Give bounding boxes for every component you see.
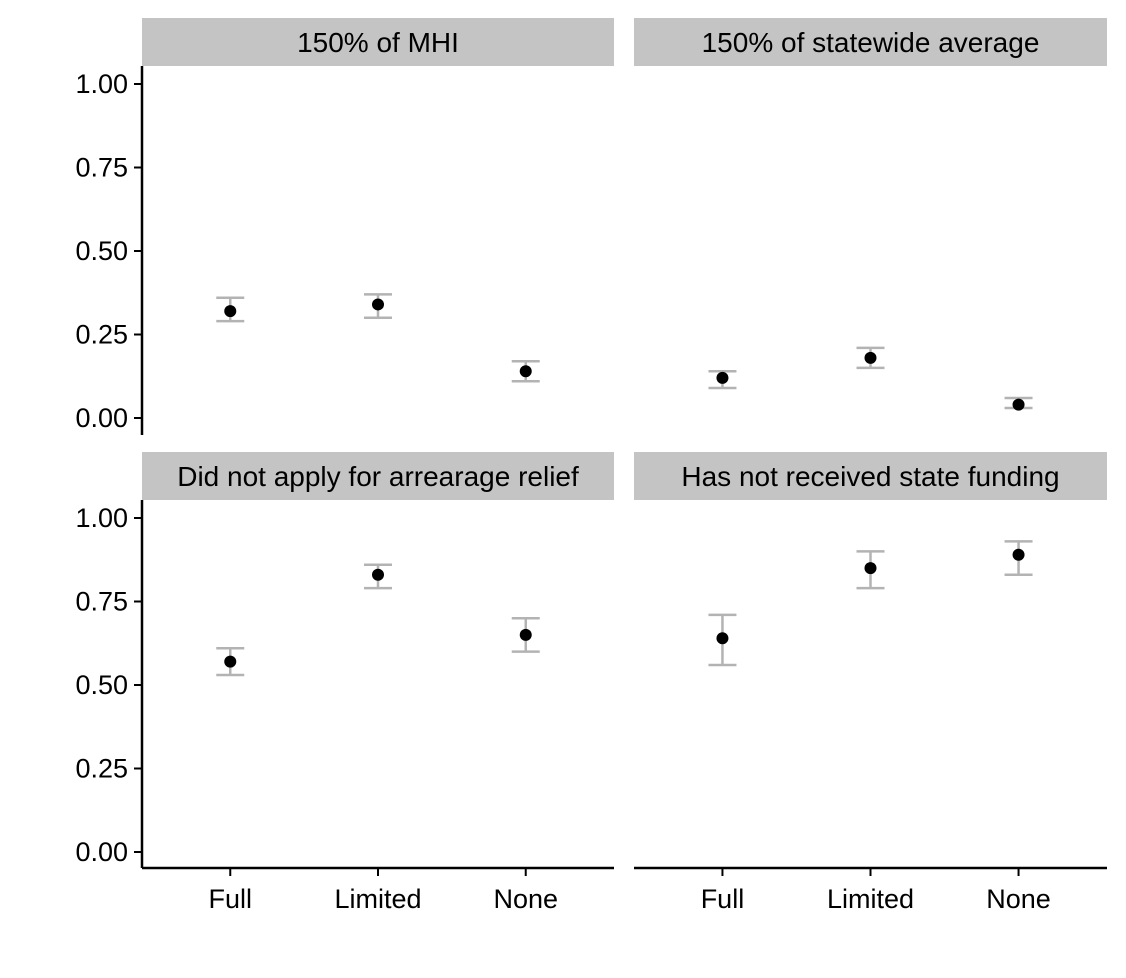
panel-strip xyxy=(634,452,1107,500)
x-tick-label: Limited xyxy=(827,884,914,914)
panel-2: 150% of statewide average xyxy=(634,18,1107,411)
data-point xyxy=(1012,548,1025,561)
x-tick-label: None xyxy=(986,884,1051,914)
panel-3: Did not apply for arrearage relief 0.00 0.… xyxy=(75,452,614,914)
data-point xyxy=(716,632,729,645)
panel-4: Has not received state funding Full Limite… xyxy=(634,452,1107,914)
y-tick-label: 0.25 xyxy=(75,754,128,784)
data-point xyxy=(372,298,384,311)
panel-strip xyxy=(142,18,614,66)
data-point xyxy=(372,568,384,581)
y-tick-label: 0.50 xyxy=(75,670,128,700)
x-tick-label: None xyxy=(493,884,558,914)
data-point xyxy=(716,371,729,384)
y-tick-label: 0.75 xyxy=(75,587,128,617)
panel-title: 150% of statewide average xyxy=(702,27,1040,58)
data-point xyxy=(1012,398,1025,411)
x-tick-label: Full xyxy=(209,884,253,914)
panel-title: Has not received state funding xyxy=(681,461,1059,492)
data-point xyxy=(224,305,237,318)
panel-title: 150% of MHI xyxy=(297,27,459,58)
panel-1: 150% of MHI 0.00 0.25 0.50 0.75 1.00 xyxy=(75,18,614,435)
y-tick-label: 0.50 xyxy=(75,236,128,266)
data-point xyxy=(224,655,237,668)
y-tick-label: 0.75 xyxy=(75,153,128,183)
data-point xyxy=(519,365,532,378)
x-tick-label: Full xyxy=(701,884,745,914)
data-point xyxy=(519,628,532,641)
y-tick-label: 0.00 xyxy=(75,403,128,433)
y-tick-label: 0.25 xyxy=(75,320,128,350)
panels-layer: 150% of MHI 0.00 0.25 0.50 0.75 1.00 150% of s… xyxy=(75,18,1107,914)
y-tick-label: 1.00 xyxy=(75,69,128,99)
panel-title: Did not apply for arrearage relief xyxy=(177,461,579,492)
y-tick-label: 1.00 xyxy=(75,503,128,533)
y-tick-label: 0.00 xyxy=(75,837,128,867)
panel-strip xyxy=(142,452,614,500)
x-tick-label: Limited xyxy=(334,884,421,914)
data-point xyxy=(864,351,877,364)
panel-strip xyxy=(634,18,1107,66)
data-point xyxy=(864,562,877,575)
